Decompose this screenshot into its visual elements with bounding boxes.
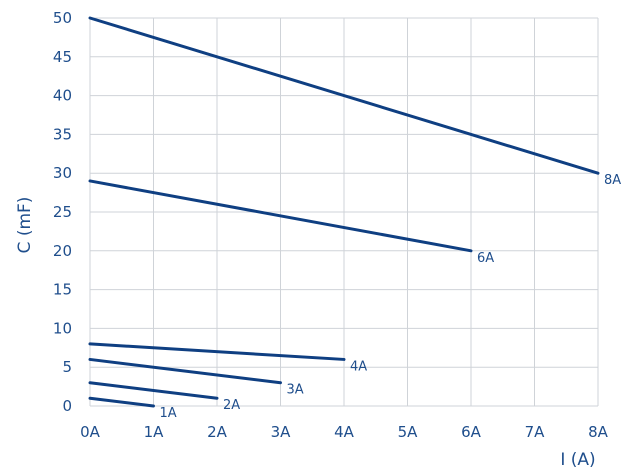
series-label-4A: 4A (350, 359, 367, 374)
y-tick-label-25: 25 (53, 203, 72, 221)
x-tick-label-0: 0A (80, 423, 101, 441)
y-tick-label-15: 15 (53, 281, 72, 299)
series-line-1A (88, 396, 155, 408)
y-tick-label-20: 20 (53, 242, 72, 260)
series-line-8A (88, 16, 600, 175)
series-label-8A: 8A (604, 173, 621, 188)
series-line-3A (88, 357, 282, 385)
x-tick-label-5: 5A (398, 423, 419, 441)
series-label-3A: 3A (287, 383, 304, 398)
x-tick-label-7: 7A (525, 423, 546, 441)
y-tick-label-10: 10 (53, 319, 72, 337)
y-tick-label-35: 35 (53, 125, 72, 143)
x-axis-title: I (A) (560, 450, 595, 470)
y-tick-label-45: 45 (53, 48, 72, 66)
y-axis-title: C (mF) (15, 197, 35, 254)
x-tick-label-6: 6A (461, 423, 482, 441)
series-label-2A: 2A (223, 398, 240, 413)
x-tick-label-4: 4A (334, 423, 355, 441)
y-tick-label-5: 5 (62, 358, 72, 376)
y-tick-label-50: 50 (53, 9, 72, 27)
y-tick-label-0: 0 (62, 397, 72, 415)
series-line-2A (88, 381, 219, 400)
y-tick-label-30: 30 (53, 164, 72, 182)
series-label-1A: 1A (160, 406, 177, 421)
x-tick-label-1: 1A (144, 423, 165, 441)
series-line-6A (88, 179, 473, 253)
series-line-4A (88, 342, 346, 361)
x-axis-ticks: 0A 1A 2A 3A 4A 5A 6A 7A 8A (80, 423, 609, 441)
x-tick-label-3: 3A (271, 423, 292, 441)
grid (89, 17, 599, 407)
series-group: 1A 2A 3A 4A 6A 8A (88, 16, 621, 421)
y-axis-ticks: 0 5 10 15 20 25 30 35 40 45 50 (53, 9, 72, 415)
x-tick-label-2: 2A (207, 423, 228, 441)
y-tick-label-40: 40 (53, 87, 72, 105)
series-label-6A: 6A (477, 251, 494, 266)
x-tick-label-8: 8A (588, 423, 609, 441)
